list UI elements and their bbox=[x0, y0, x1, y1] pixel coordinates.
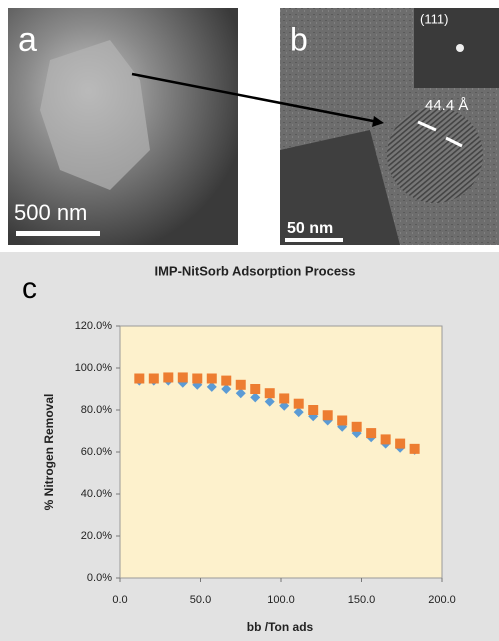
square-marker bbox=[236, 380, 246, 390]
square-marker bbox=[149, 374, 159, 384]
square-marker bbox=[265, 388, 275, 398]
x-tick-label: 0.0 bbox=[112, 594, 127, 606]
square-marker bbox=[352, 422, 362, 432]
square-marker bbox=[178, 372, 188, 382]
inset-label: (111) bbox=[420, 11, 448, 26]
y-tick-label: 60.0% bbox=[81, 446, 112, 458]
plot: 0.0% 20.0% 40.0% 60.0% 80.0% 100.0% 120.0% 0.0 5… bbox=[75, 320, 456, 606]
chart-title: IMP-NitSorb Adsorption Process bbox=[154, 263, 355, 278]
crystal bbox=[387, 107, 483, 203]
x-tick-label: 100.0 bbox=[267, 594, 295, 606]
scale-bar-label: 500 nm bbox=[14, 200, 87, 225]
square-marker bbox=[366, 428, 376, 438]
square-marker bbox=[134, 374, 144, 384]
square-marker bbox=[163, 372, 173, 382]
square-marker bbox=[279, 393, 289, 403]
square-marker bbox=[337, 416, 347, 426]
scale-bar bbox=[16, 231, 100, 236]
y-tick-label: 0.0% bbox=[87, 572, 112, 584]
figure: a 500 nm (111) b 44.4 Å 50 nm c IMP-NitS… bbox=[0, 0, 499, 641]
square-marker bbox=[308, 405, 318, 415]
scale-bar-label: 50 nm bbox=[287, 220, 333, 237]
y-tick-label: 80.0% bbox=[81, 404, 112, 416]
square-marker bbox=[192, 374, 202, 384]
y-tick-label: 100.0% bbox=[75, 362, 113, 374]
y-tick-label: 40.0% bbox=[81, 488, 112, 500]
fft-spot bbox=[456, 44, 464, 52]
y-tick-label: 20.0% bbox=[81, 530, 112, 542]
square-marker bbox=[221, 376, 231, 386]
x-tick-label: 200.0 bbox=[428, 594, 456, 606]
square-marker bbox=[250, 384, 260, 394]
square-marker bbox=[207, 374, 217, 384]
panel-label: a bbox=[18, 21, 37, 59]
square-marker bbox=[381, 434, 391, 444]
square-marker bbox=[395, 439, 405, 449]
x-tick-label: 150.0 bbox=[348, 594, 376, 606]
scale-bar bbox=[285, 238, 343, 242]
square-marker bbox=[410, 444, 420, 454]
square-marker bbox=[323, 410, 333, 420]
x-tick-label: 50.0 bbox=[190, 594, 211, 606]
panel-label: c bbox=[22, 272, 37, 305]
square-marker bbox=[294, 399, 304, 409]
y-axis-title: % Nitrogen Removal bbox=[42, 394, 56, 511]
y-tick-label: 120.0% bbox=[75, 320, 113, 332]
x-axis-title: bb /Ton ads bbox=[247, 620, 314, 634]
panel-label: b bbox=[290, 21, 308, 57]
plot-area bbox=[120, 326, 442, 578]
spacing-label: 44.4 Å bbox=[425, 97, 468, 114]
